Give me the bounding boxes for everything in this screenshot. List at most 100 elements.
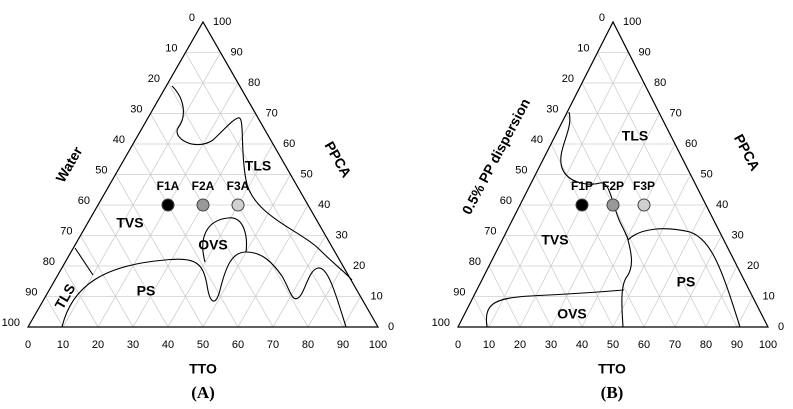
bottom-tick-label: 20 [92, 339, 104, 351]
grid-line [504, 235, 552, 328]
left-tick-label: 60 [500, 195, 512, 207]
bottom-tick-label: 20 [514, 339, 526, 351]
point-label: F3P [633, 179, 655, 193]
triangle-frame [26, 20, 380, 328]
phase-boundaries-a [61, 85, 353, 328]
bottom-tick-label: 0 [25, 339, 31, 351]
grid-line [132, 113, 256, 328]
grid-line [535, 174, 614, 328]
right-tick-label: 50 [701, 168, 713, 180]
left-tick-label: 20 [148, 73, 160, 85]
bottom-tick-label: 80 [302, 339, 314, 351]
right-tick-label: 30 [336, 229, 348, 241]
left-tick-label: 0 [599, 12, 605, 24]
composition-point [161, 198, 175, 212]
grid-line [488, 52, 629, 328]
composition-point [196, 198, 210, 212]
grid-line [566, 113, 676, 328]
axis-title: TTO [598, 361, 626, 377]
right-tick-label: 90 [639, 46, 651, 58]
right-tick-label: 40 [318, 199, 330, 211]
right-tick-label: 0 [388, 321, 394, 333]
boundary [627, 228, 741, 328]
grid-line [597, 52, 738, 328]
right-tick-label: 30 [732, 229, 744, 241]
right-tick-label: 60 [283, 138, 295, 150]
left-tick-label: 30 [130, 103, 142, 115]
grid-line [62, 52, 221, 328]
foreground-layer: 0 10 20 30 40 50 60 70 80 90 100010203040506070809… [2, 12, 784, 402]
left-tick-label: 40 [113, 134, 125, 146]
left-tick-label: 100 [432, 317, 450, 329]
boundary [560, 111, 629, 241]
bottom-tick-label: 40 [162, 339, 174, 351]
phase-boundaries-b [485, 111, 741, 328]
bottom-tick-label: 0 [455, 339, 461, 351]
right-tick-label: 100 [623, 16, 641, 28]
left-tick-label: 30 [546, 103, 558, 115]
left-tick-label: 10 [577, 42, 589, 54]
bottom-tick-label: 50 [197, 339, 209, 351]
grid-line [342, 296, 361, 328]
grid-layer [26, 20, 769, 328]
axis-title: PPCA [321, 139, 354, 181]
right-tick-label: 40 [716, 199, 728, 211]
grid-line [488, 265, 521, 328]
grid-line [674, 235, 722, 328]
left-tick-label: 40 [531, 134, 543, 146]
grid-line [115, 174, 204, 328]
right-tick-label: 50 [301, 168, 313, 180]
axis-title: Water [52, 143, 85, 185]
grid-line [519, 204, 583, 328]
region-label: PS [137, 283, 156, 299]
region-label: TLS [245, 158, 271, 174]
bottom-tick-label: 70 [669, 339, 681, 351]
left-tick-label: 90 [25, 286, 37, 298]
bottom-tick-label: 60 [232, 339, 244, 351]
bottom-tick-label: 90 [337, 339, 349, 351]
bottom-tick-label: 80 [700, 339, 712, 351]
grid-line [185, 52, 344, 328]
region-label: TLS [622, 128, 648, 144]
right-tick-label: 100 [213, 16, 231, 28]
panel-label: (A) [191, 383, 215, 402]
region-label: TVS [541, 232, 568, 248]
boundary [171, 85, 353, 281]
triangle-frame [457, 20, 769, 328]
right-tick-label: 20 [747, 260, 759, 272]
right-tick-label: 10 [371, 290, 383, 302]
right-tick-label: 20 [353, 260, 365, 272]
boundary [61, 251, 347, 328]
boundary [621, 239, 633, 328]
left-tick-label: 80 [469, 256, 481, 268]
right-tick-label: 70 [266, 107, 278, 119]
grid-line [612, 174, 691, 328]
grid-line [550, 113, 660, 328]
grid-line [150, 113, 274, 328]
region-label: OVS [198, 237, 228, 253]
grid-line [45, 296, 64, 328]
composition-point [637, 198, 651, 212]
left-tick-label: 20 [562, 73, 574, 85]
right-tick-label: 0 [778, 321, 784, 333]
boundary [202, 217, 248, 263]
grid-line [97, 204, 169, 328]
axis-title: TTO [189, 361, 217, 377]
left-tick-label: 90 [453, 286, 465, 298]
right-tick-label: 70 [670, 107, 682, 119]
grid-line [272, 235, 326, 328]
left-tick-label: 100 [2, 317, 20, 329]
bottom-tick-label: 40 [576, 339, 588, 351]
bottom-tick-label: 90 [731, 339, 743, 351]
region-label: OVS [557, 306, 587, 322]
grid-line [736, 296, 753, 328]
composition-point [606, 198, 620, 212]
left-tick-label: 0 [189, 12, 195, 24]
left-tick-label: 50 [95, 164, 107, 176]
region-label: PS [677, 274, 696, 290]
right-tick-label: 10 [763, 290, 775, 302]
bottom-tick-label: 30 [127, 339, 139, 351]
point-label: F3A [227, 179, 250, 193]
bottom-tick-label: 100 [759, 339, 777, 351]
